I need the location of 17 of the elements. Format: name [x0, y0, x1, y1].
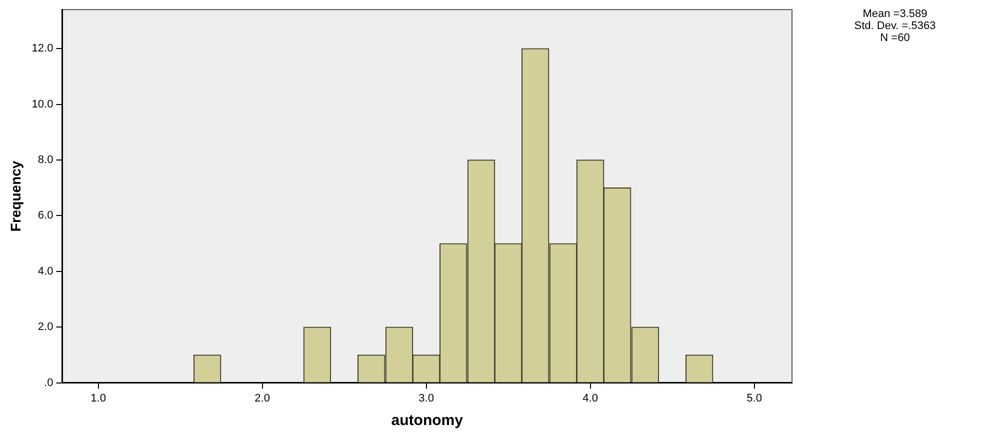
x-tick-label: 2.0	[254, 392, 270, 404]
x-tick-label: 5.0	[746, 392, 762, 404]
y-tick-label: 10.0	[32, 98, 54, 110]
y-tick-label: 2.0	[38, 321, 54, 334]
y-tick-label: .0	[44, 376, 54, 389]
x-tick-label: 4.0	[582, 392, 598, 404]
x-tick-label: 1.0	[90, 392, 106, 404]
text: Mean =3.589	[862, 8, 928, 20]
x-axis-title: autonomy	[391, 412, 464, 430]
y-tick-label: 8.0	[38, 154, 54, 166]
y-tick-label: 6.0	[38, 210, 54, 222]
text: N =60	[879, 32, 911, 44]
y-axis-title: Frequency	[7, 160, 24, 232]
y-tick-label: 12.0	[32, 42, 54, 55]
y-tick-label: 4.0	[38, 265, 54, 278]
x-tick-label: 3.0	[418, 392, 434, 404]
text: Std. Dev. =.5363	[853, 20, 937, 32]
